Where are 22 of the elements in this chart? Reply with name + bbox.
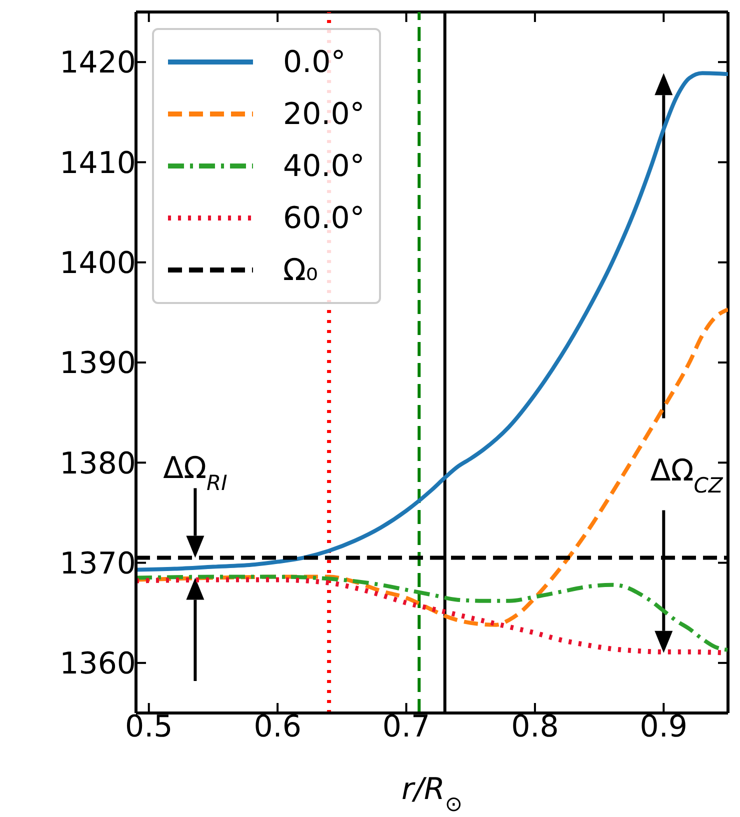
y-tick-label: 1380 (60, 446, 136, 482)
y-tick-label: 1410 (60, 146, 136, 181)
line-series (136, 307, 728, 627)
legend-label: 20.0° (283, 96, 365, 132)
x-tick-label: 0.5 (125, 709, 173, 744)
x-tick-label: 0.8 (511, 709, 559, 744)
y-tick-label: 1390 (60, 346, 136, 382)
legend-label: 60.0° (283, 200, 365, 236)
y-tick-label: 1420 (60, 46, 136, 81)
x-axis-title: r/R$_{⊙}$ (402, 772, 462, 816)
x-tick-label: 0.7 (382, 709, 430, 744)
legend-label: 0.0° (283, 44, 346, 80)
line-series (136, 71, 728, 572)
y-tick-label: 1370 (60, 546, 136, 582)
x-tick-label: 0.6 (254, 709, 302, 744)
annotation: ΔΩ$_{CZ}$ (650, 453, 724, 498)
legend-label: 40.0° (283, 148, 365, 184)
legend-label: Ω₀ (283, 252, 318, 288)
x-tick-label: 0.9 (640, 709, 688, 744)
annotation: ΔΩ$_{RI}$ (163, 451, 228, 496)
y-tick-label: 1400 (60, 246, 136, 282)
y-tick-label: 1360 (60, 646, 136, 682)
